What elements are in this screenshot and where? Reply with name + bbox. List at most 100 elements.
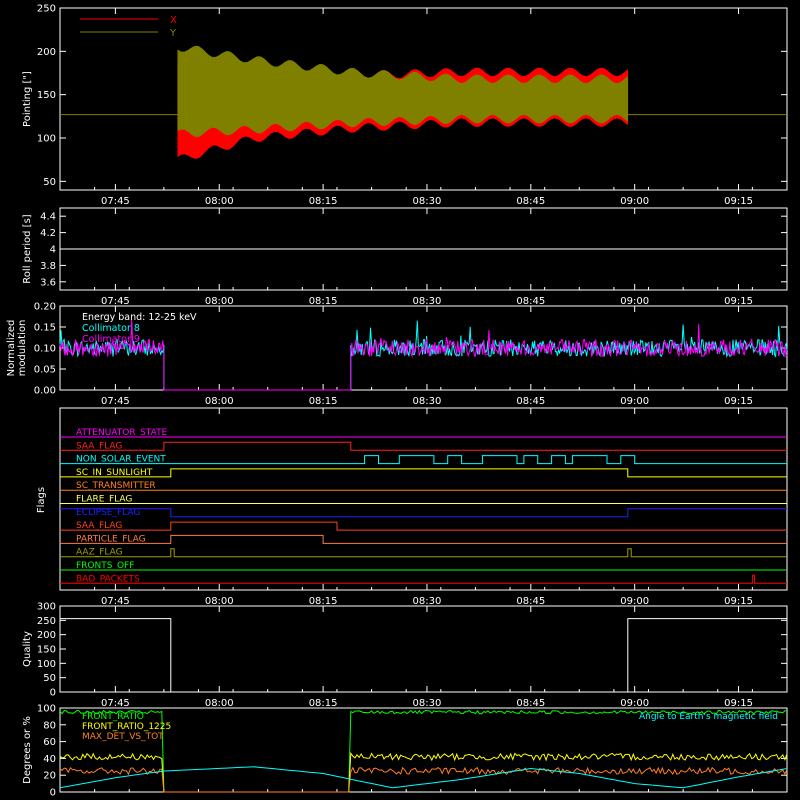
roll-xtick-label: 07:45 [101,296,130,307]
quality-ytick-label: 50 [43,673,56,684]
modulation-ytick-label: 0.05 [34,365,56,376]
modulation-xtick-label: 09:00 [620,396,649,407]
legend-label-x: X [170,15,177,26]
pointing-series-y [177,45,629,137]
flag-label-fronts_off: FRONTS_OFF [76,561,134,571]
pointing-ytick-label: 250 [37,4,56,15]
roll-panel: 07:45 08:00 08:15 08:30 08:45 09:00 09:15 3.6 3.… [22,207,788,307]
modulation-ytick-label: 0.15 [34,323,56,334]
pointing-xtick-label: 08:00 [205,196,234,207]
flags-xtick-label: 08:00 [205,596,234,607]
flag-line-bad_packets [60,574,787,584]
modulation-ytick-label: 0.20 [34,302,56,313]
roll-ytick-label: 3.6 [40,277,56,288]
fronts-ytick-label: 0 [50,788,56,799]
pointing-panel: 07:45 08:00 08:15 08:30 08:45 09:00 09:15 50 100… [22,4,788,207]
flag-line-eclipse_flag [60,508,787,518]
flag-line-particle_flag [60,534,787,544]
flag-label-flare_flag: FLARE_FLAG [76,495,132,505]
quality-xtick-label: 08:30 [413,698,442,709]
quality-ylabel: Quality [22,631,33,667]
flags-frame [59,407,788,591]
flag-line-saa_flag [60,441,787,451]
modulation-annotation: Collimator 8 [82,323,140,334]
modulation-ytick-label: 0.10 [34,344,56,355]
modulation-panel: 07:45 08:00 08:15 08:30 08:45 09:00 09:15 0.00 0… [6,302,788,407]
roll-xtick-label: 08:00 [205,296,234,307]
flags-xtick-label: 09:00 [620,596,649,607]
quality-ytick-label: 0 [50,688,56,699]
flag-line-non_solar_event [60,455,787,465]
quality-ytick-label: 200 [37,630,56,641]
modulation-xtick-label: 08:45 [516,396,545,407]
modulation-xtick-label: 08:15 [309,396,338,407]
flags-xtick-label: 08:45 [516,596,545,607]
flags-xtick-label: 09:15 [724,596,753,607]
pointing-xtick-label: 09:15 [724,196,753,207]
flags-xtick-label: 08:30 [413,596,442,607]
modulation-collimator-9 [59,319,788,391]
fronts-legend-front_ratio: FRONT_RATIO [82,712,144,722]
pointing-xtick-label: 08:30 [413,196,442,207]
modulation-xtick-label: 07:45 [101,396,130,407]
pointing-ytick-label: 50 [43,177,56,188]
pointing-ytick-label: 100 [37,134,56,145]
pointing-xtick-label: 07:45 [101,196,130,207]
flag-label-particle_flag: PARTICLE_FLAG [76,534,146,544]
fronts-series-max_det_vs_tot [59,766,788,793]
flag-label-aaz_flag: AAZ_FLAG [76,548,123,558]
fronts-ytick-label: 20 [43,771,56,782]
modulation-annotation: Collimator 9 [82,334,140,345]
fronts-annotation: Angle to Earth's magnetic field [639,712,778,722]
fronts-ytick-label: 80 [43,720,56,731]
pointing-frame [59,7,788,191]
quality-xtick-label: 08:45 [516,698,545,709]
quality-ytick-label: 150 [37,645,56,656]
roll-xtick-label: 08:45 [516,296,545,307]
flags-panel: 07:45 08:00 08:15 08:30 08:45 09:00 09:15 Flags… [36,407,788,607]
fronts-panel: 0 20 40 60 80 100 Degrees or % FRONT_RATIOFRONT… [22,704,788,799]
fronts-frame [59,707,788,793]
roll-ytick-label: 4.4 [40,212,56,223]
flag-label-attenuator_state: ATTENUATOR_STATE [76,428,168,438]
pointing-xtick-label: 08:45 [516,196,545,207]
modulation-ylabel: Normalized [6,320,17,377]
flag-label-saa_flag: SAA_FLAG [76,521,122,531]
fronts-ytick-label: 100 [37,704,56,715]
quality-ytick-label: 100 [37,659,56,670]
quality-line [60,618,787,693]
pointing-ytick-label: 150 [37,90,56,101]
roll-ylabel: Roll period [s] [22,214,33,283]
flag-label-sc_transmitter: SC_TRANSMITTER [76,481,156,491]
fronts-ylabel: Degrees or % [22,716,33,784]
fronts-angle-curve [59,766,788,789]
modulation-annotation: Energy band: 12-25 keV [82,312,197,323]
fronts-legend-max_det_vs_tot: MAX_DET_VS_TOT [82,732,164,742]
flag-line-sc_in_sunlight [60,468,787,478]
quality-xtick-label: 09:15 [724,698,753,709]
flag-label-saa_flag: SAA_FLAG [76,441,122,451]
modulation-ytick-label: 0.00 [34,386,56,397]
roll-xtick-label: 09:15 [724,296,753,307]
flag-label-eclipse_flag: ECLIPSE_FLAG [76,508,140,518]
modulation-ylabel: modulation [17,320,28,377]
quality-panel: 07:45 08:00 08:15 08:30 08:45 09:00 09:15 0 50 10… [22,602,788,709]
legend-label-y: Y [169,28,177,39]
flag-line-aaz_flag [60,548,787,558]
flags-xtick-label: 08:15 [309,596,338,607]
quality-ytick-label: 300 [37,602,56,613]
flags-ylabel: Flags [36,487,47,513]
roll-xtick-label: 08:15 [309,296,338,307]
flag-line-saa_flag [60,521,787,531]
quality-xtick-label: 09:00 [620,698,649,709]
roll-xtick-label: 09:00 [620,296,649,307]
quality-xtick-label: 08:00 [205,698,234,709]
roll-ytick-label: 3.8 [40,261,56,272]
quality-xtick-label: 08:15 [309,698,338,709]
roll-ytick-label: 4 [50,245,56,256]
pointing-ytick-label: 200 [37,47,56,58]
flags-xtick-label: 07:45 [101,596,130,607]
flag-label-bad_packets: BAD_PACKETS [76,574,140,584]
fronts-legend-front_ratio_1225: FRONT_RATIO_1225 [82,722,171,732]
